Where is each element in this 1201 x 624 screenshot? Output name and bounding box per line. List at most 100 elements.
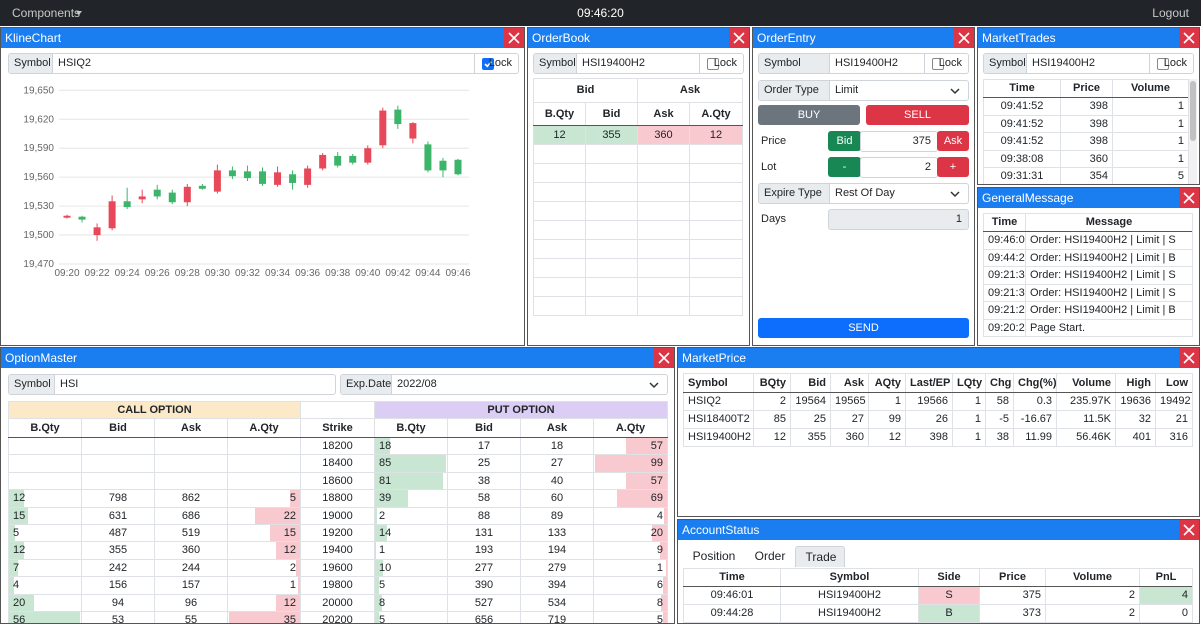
tab[interactable]: Position [683,546,745,567]
cell-text: 09:20:21 [988,321,1025,334]
input-value[interactable]: 2022/08 [397,378,437,390]
table-cell: 360 [637,125,690,145]
input-value[interactable]: HSI19400H2 [1032,57,1095,69]
header-rule [983,231,1192,232]
tab[interactable]: Trade [795,546,845,567]
close-icon [508,32,520,44]
close-button[interactable] [1179,348,1199,368]
logout-link[interactable]: Logout [1152,6,1189,20]
cell-text: 193 [474,544,494,557]
input-value[interactable]: HSI19400H2 [835,57,898,69]
qty-bar [595,455,667,472]
input-value[interactable]: 2 [924,161,931,173]
cell-text: 99 [888,413,901,425]
close-icon [958,32,970,44]
close-button[interactable] [1179,28,1199,48]
close-icon [1183,524,1195,536]
table-cell: Ask [154,418,228,438]
cell-text: Time [1009,82,1035,94]
tab[interactable]: Order [745,546,795,567]
input-label [759,54,830,73]
table-cell: 2 [1045,604,1140,623]
cell-text: 1 [289,579,296,592]
table-cell [81,471,155,491]
send-button[interactable]: SEND [758,318,969,338]
input-label [759,81,830,100]
cell-text: 244 [181,561,201,574]
panel: MarketPrice Symbol BQty Bid Ask AQty Last/EP LQ… [677,347,1200,517]
close-button[interactable] [729,28,749,48]
qty-bar [375,559,384,577]
panel-header [1,28,524,48]
table-cell: A.Qty [689,102,743,126]
ask-button[interactable]: Ask [937,131,969,151]
close-button[interactable] [954,28,974,48]
table-cell: 1 [374,541,448,560]
minus-button[interactable]: - [828,157,861,177]
cell-text: Ask [653,108,674,120]
checkbox[interactable] [1157,58,1169,70]
table-cell: 235.97K [1056,392,1116,411]
candle-body [108,201,116,229]
table-cell: 56.46K [1056,428,1116,447]
input-label-text: Expire Type [764,187,822,199]
cell-text: 242 [108,561,128,574]
close-button[interactable] [654,348,674,368]
table-cell: 398 [1060,97,1113,116]
y-tick-label: 19,500 [23,230,54,241]
table-cell: 157 [154,576,228,595]
cell-text: 11.99 [1025,431,1052,443]
input-value[interactable]: Limit [835,84,859,96]
cell-text: 354 [1089,170,1108,182]
checkbox[interactable] [932,58,944,70]
input-value[interactable]: HSI19400H2 [582,57,645,69]
cell-text: 131 [474,527,494,539]
panel-header [528,28,749,48]
table-cell: 96 [154,593,228,612]
table-cell: 18 [520,437,594,456]
cell-text: 39 [379,492,392,505]
table-cell: 398 [1060,132,1113,151]
checkbox[interactable] [482,58,494,70]
panel-title: MarketTrades [982,31,1056,45]
plus-button[interactable]: + [937,157,969,177]
close-button[interactable] [504,28,524,48]
close-button[interactable] [1179,520,1199,540]
cell-text: 55 [184,614,198,624]
cell-text: 09:41:52 [1000,100,1044,112]
cell-text: 5 [379,614,386,624]
input-value[interactable]: 375 [912,135,931,147]
cell-text: HSI19400H2 [688,431,751,443]
table-cell: 1 [952,428,986,447]
table-cell [585,258,638,278]
table-cell: 09:44:28 [683,604,781,623]
sell-button[interactable]: SELL [866,105,969,125]
bid-button[interactable]: Bid [828,131,861,151]
cell-text: 81 [379,474,392,487]
cell-text: 12 [13,544,26,557]
cell-text: 360 [845,431,864,443]
input-value[interactable]: HSIQ2 [58,57,92,69]
table-cell: Bid [447,418,521,438]
table-cell: AQty [868,373,906,393]
checkbox[interactable] [707,58,719,70]
input-value[interactable]: HSI [60,378,79,390]
y-tick-label: 19,470 [23,259,54,270]
table-cell: 19800 [300,576,375,595]
menu-dropdown[interactable]: Components [12,6,81,20]
qty-bar [663,612,667,623]
close-button[interactable] [1179,188,1199,208]
table-cell: Time [983,79,1061,98]
input-value[interactable]: Rest Of Day [835,187,895,199]
table-cell: High [1115,373,1156,393]
y-tick-label: 19,530 [23,201,54,212]
table-cell: 99 [868,410,906,429]
y-tick-label: 19,650 [23,85,54,96]
cell-text: 373 [1022,607,1041,619]
cell-text: Last/EP [910,377,951,389]
cell-text: 355 [602,129,621,141]
table-cell [689,277,743,297]
buy-button[interactable]: BUY [758,105,860,125]
table-cell: 12 [8,541,82,560]
